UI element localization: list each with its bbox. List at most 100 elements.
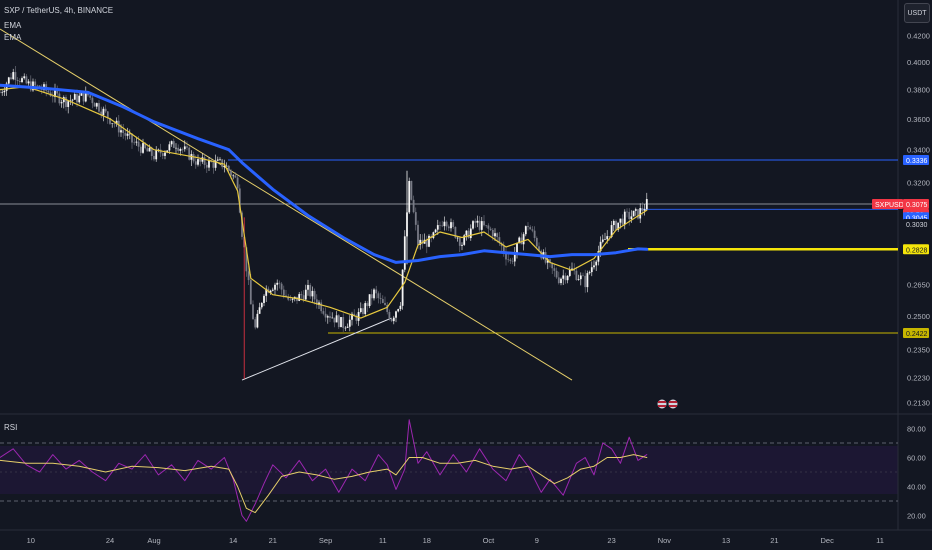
candle-body <box>247 271 250 281</box>
currency-button[interactable]: USDT <box>904 3 930 23</box>
price-tick-label: 0.2130 <box>907 398 930 407</box>
candle-body <box>403 236 406 270</box>
last-price-tag-bg <box>903 198 929 209</box>
candle-body <box>443 221 446 227</box>
candle-body <box>304 289 307 300</box>
candle-body <box>489 228 492 230</box>
candle-body <box>47 90 50 93</box>
candle-body <box>606 236 609 240</box>
candle-body <box>82 93 85 102</box>
rsi-label[interactable]: RSI <box>4 423 18 432</box>
candle-body <box>595 261 598 266</box>
ema-indicator-1-label[interactable]: EMA <box>4 21 22 30</box>
candle-body <box>113 123 116 125</box>
candle-body <box>419 239 422 245</box>
rsi-ma-line[interactable] <box>0 454 648 514</box>
candle-body <box>516 242 518 254</box>
candle-body <box>186 146 188 148</box>
time-axis[interactable]: 10 24 Aug 14 21 Sep 11 18 Oct 9 23 Nov 13 21 Dec 11 <box>27 536 884 545</box>
rsi-tick-label: 20.00 <box>907 512 926 521</box>
candle-body <box>263 295 265 303</box>
time-tick-label: Nov <box>658 536 672 545</box>
ema-fast-line[interactable] <box>0 86 648 319</box>
candle-body <box>54 89 56 97</box>
candle-body <box>311 290 314 297</box>
candle-body <box>485 225 488 226</box>
candle-body <box>177 147 180 151</box>
candle-body <box>12 72 15 80</box>
us-flag-icon-stripe <box>658 401 666 403</box>
candle-body <box>425 239 428 247</box>
ema-price-tag: 0.3045 <box>906 215 928 222</box>
candle-body <box>447 226 450 229</box>
candle-body <box>216 159 219 161</box>
candle-body <box>148 147 151 152</box>
candle-body <box>342 317 345 328</box>
candle-body <box>518 237 521 243</box>
us-flag-icon-stripe <box>658 405 666 407</box>
price-tick-label: 0.2650 <box>907 280 930 289</box>
candle-body <box>73 94 76 100</box>
candle-body <box>93 103 96 107</box>
us-flag-icon-stripe <box>669 405 677 407</box>
level-price-tag-bg <box>903 154 929 165</box>
candle-body <box>307 285 309 290</box>
candle-body <box>232 175 235 177</box>
candle-body <box>67 101 70 107</box>
candle-body <box>62 97 65 103</box>
ema-indicator-2-label[interactable]: EMA <box>4 33 22 42</box>
candle-body <box>390 319 393 322</box>
candle-body <box>454 226 457 238</box>
candle-body <box>298 294 301 301</box>
candle-body <box>313 290 316 300</box>
candle-body <box>104 108 107 112</box>
candle-body <box>445 221 448 227</box>
candle-body <box>509 259 512 261</box>
candle-body <box>329 316 331 318</box>
us-flag-icon-stripe <box>669 401 677 403</box>
candle-body <box>491 229 494 237</box>
candle-body <box>610 225 613 238</box>
candle-body <box>164 152 166 156</box>
candle-body <box>568 269 571 276</box>
candle-body <box>461 244 463 246</box>
candle-body <box>337 315 340 328</box>
candle-body <box>608 236 611 238</box>
candles <box>0 66 648 379</box>
candle-body <box>476 220 479 223</box>
candle-body <box>80 93 83 96</box>
candle-body <box>381 299 384 303</box>
candle-body <box>192 154 195 162</box>
candle-body <box>254 319 257 328</box>
candle-body <box>238 188 241 213</box>
candle-body <box>10 77 12 80</box>
rsi-band-fill <box>0 446 898 494</box>
trendline[interactable] <box>0 28 573 381</box>
us-flag-icon[interactable] <box>667 398 679 410</box>
flag-markers[interactable] <box>656 398 679 410</box>
candle-body <box>612 220 615 226</box>
rsi-lines <box>0 419 898 522</box>
price-axis[interactable]: 0.4200 0.4000 0.3800 0.3600 0.3400 0.3200 0.26… <box>907 31 930 520</box>
candle-body <box>353 313 356 316</box>
candle-body <box>456 237 459 239</box>
us-flag-icon[interactable] <box>656 398 668 410</box>
candle-body <box>71 99 74 101</box>
time-tick-label: Aug <box>147 536 160 545</box>
candle-body <box>414 212 417 225</box>
candle-body <box>439 225 441 226</box>
trendline[interactable] <box>241 317 392 381</box>
price-tick-label: 0.3400 <box>907 146 930 155</box>
symbol-tag: SXPUSDT <box>875 202 909 209</box>
rsi-line[interactable] <box>0 419 648 522</box>
ema-slow-line[interactable] <box>0 83 649 264</box>
candle-body <box>348 319 351 327</box>
candle-body <box>335 315 338 323</box>
candle-body <box>527 226 529 228</box>
time-tick-label: 23 <box>607 536 615 545</box>
candle-body <box>557 277 560 284</box>
candle-body <box>340 317 342 328</box>
candle-body <box>384 302 386 305</box>
candle-body <box>227 165 230 171</box>
